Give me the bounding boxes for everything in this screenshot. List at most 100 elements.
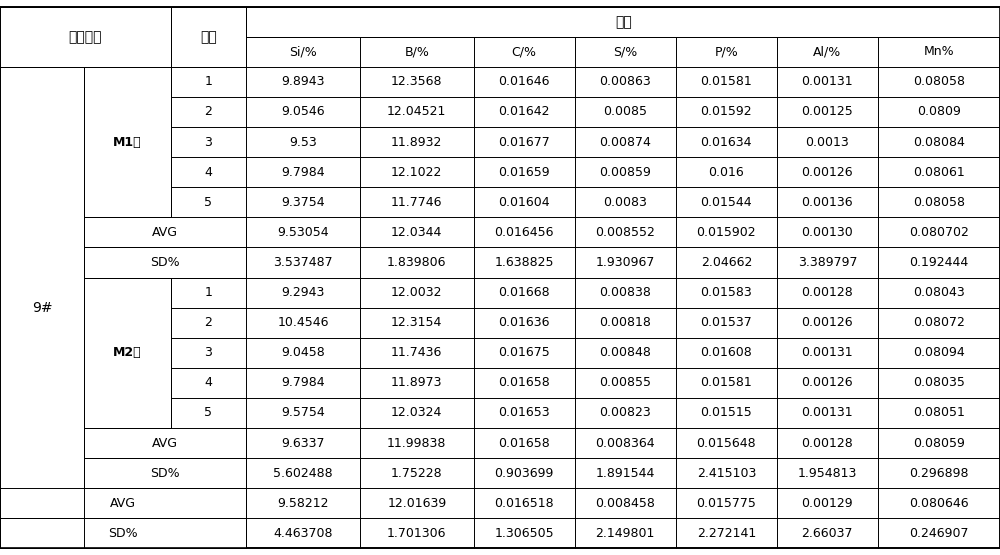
Text: 0.01642: 0.01642 [498,105,550,118]
Text: 0.00130: 0.00130 [801,226,853,239]
Text: 0.00131: 0.00131 [802,75,853,88]
Text: 3: 3 [204,346,212,359]
Bar [0,518,246,548]
Text: 1.638825: 1.638825 [494,256,554,269]
Text: 0.00126: 0.00126 [802,166,853,179]
Text: 4: 4 [204,166,212,179]
Text: 0.00855: 0.00855 [599,376,651,389]
Text: 5: 5 [204,406,212,420]
Bar [171,7,246,67]
Bar [0,67,84,548]
Text: 12.04521: 12.04521 [387,105,447,118]
Text: 1.75228: 1.75228 [391,467,443,480]
Text: 11.8973: 11.8973 [391,376,443,389]
Text: 0.00126: 0.00126 [802,376,853,389]
Text: 0.01668: 0.01668 [498,286,550,299]
Text: 1: 1 [204,75,212,88]
Text: B/%: B/% [404,46,429,58]
Text: SD%: SD% [150,256,180,269]
Text: S/%: S/% [613,46,637,58]
Text: 11.8932: 11.8932 [391,135,443,149]
Bar [84,248,246,278]
Bar [84,248,246,278]
Text: 4: 4 [204,376,212,389]
Text: 1: 1 [204,286,212,299]
Text: 5.602488: 5.602488 [273,467,333,480]
Text: 0.192444: 0.192444 [909,256,969,269]
Text: AVG: AVG [152,226,178,239]
Text: 0.01604: 0.01604 [498,196,550,209]
Text: 0.01659: 0.01659 [498,166,550,179]
Bar [0,518,246,548]
Bar [0,488,246,518]
Text: 2.415103: 2.415103 [697,467,756,480]
Text: 0.00129: 0.00129 [802,497,853,509]
Text: Mn%: Mn% [924,46,954,58]
Bar [84,428,246,458]
Text: 1.306505: 1.306505 [494,527,554,540]
Text: 12.01639: 12.01639 [387,497,446,509]
Text: 0.00863: 0.00863 [599,75,651,88]
Bar [0,488,246,518]
Text: 0.08072: 0.08072 [913,316,965,329]
Text: 9.7984: 9.7984 [281,376,325,389]
Text: 9.0458: 9.0458 [281,346,325,359]
Text: 0.01646: 0.01646 [498,75,550,88]
Text: 0.08035: 0.08035 [913,376,965,389]
Text: 1.930967: 1.930967 [596,256,655,269]
Text: 0.01537: 0.01537 [700,316,752,329]
Text: 0.01583: 0.01583 [700,286,752,299]
Text: 次数: 次数 [200,30,217,44]
Text: 2.04662: 2.04662 [701,256,752,269]
Bar [84,218,246,248]
Text: 0.00131: 0.00131 [802,406,853,420]
Text: 3: 3 [204,135,212,149]
Text: 0.016456: 0.016456 [494,226,554,239]
Text: 12.0344: 12.0344 [391,226,443,239]
Bar [246,7,1000,37]
Text: 0.296898: 0.296898 [909,467,969,480]
Text: AVG: AVG [152,437,178,450]
Text: 0.015648: 0.015648 [697,437,756,450]
Bar [84,458,246,488]
Text: 9.3754: 9.3754 [281,196,325,209]
Text: 0.01608: 0.01608 [700,346,752,359]
Text: 0.00131: 0.00131 [802,346,853,359]
Text: 0.015775: 0.015775 [696,497,756,509]
Text: 0.00848: 0.00848 [599,346,651,359]
Text: 11.7436: 11.7436 [391,346,443,359]
Text: Al/%: Al/% [813,46,841,58]
Text: 0.08059: 0.08059 [913,437,965,450]
Text: 2.272141: 2.272141 [697,527,756,540]
Text: 1.891544: 1.891544 [596,467,655,480]
Text: 0.00128: 0.00128 [801,286,853,299]
Bar [0,67,84,548]
Text: 0.080702: 0.080702 [909,226,969,239]
Text: 9.6337: 9.6337 [281,437,325,450]
Text: 1.839806: 1.839806 [387,256,447,269]
Text: 9#: 9# [32,301,52,315]
Text: 0.246907: 0.246907 [909,527,969,540]
Text: 1.701306: 1.701306 [387,527,447,540]
Text: 样品编号: 样品编号 [69,30,102,44]
Text: 12.1022: 12.1022 [391,166,443,179]
Bar [0,7,171,67]
Text: P/%: P/% [714,46,738,58]
Text: 10.4546: 10.4546 [277,316,329,329]
Text: 0.01636: 0.01636 [498,316,550,329]
Text: 0.01592: 0.01592 [701,105,752,118]
Text: 0.00859: 0.00859 [599,166,651,179]
Text: 0.08084: 0.08084 [913,135,965,149]
Text: 9.8943: 9.8943 [281,75,325,88]
Text: 0.01581: 0.01581 [700,376,752,389]
Text: 0.08058: 0.08058 [913,196,965,209]
Bar [84,278,171,428]
Text: 0.01658: 0.01658 [498,437,550,450]
Text: 9.0546: 9.0546 [281,105,325,118]
Text: 0.0809: 0.0809 [917,105,961,118]
Bar [84,67,171,218]
Text: 9.7984: 9.7984 [281,166,325,179]
Text: 0.008364: 0.008364 [595,437,655,450]
Text: 11.99838: 11.99838 [387,437,447,450]
Text: 0.00125: 0.00125 [801,105,853,118]
